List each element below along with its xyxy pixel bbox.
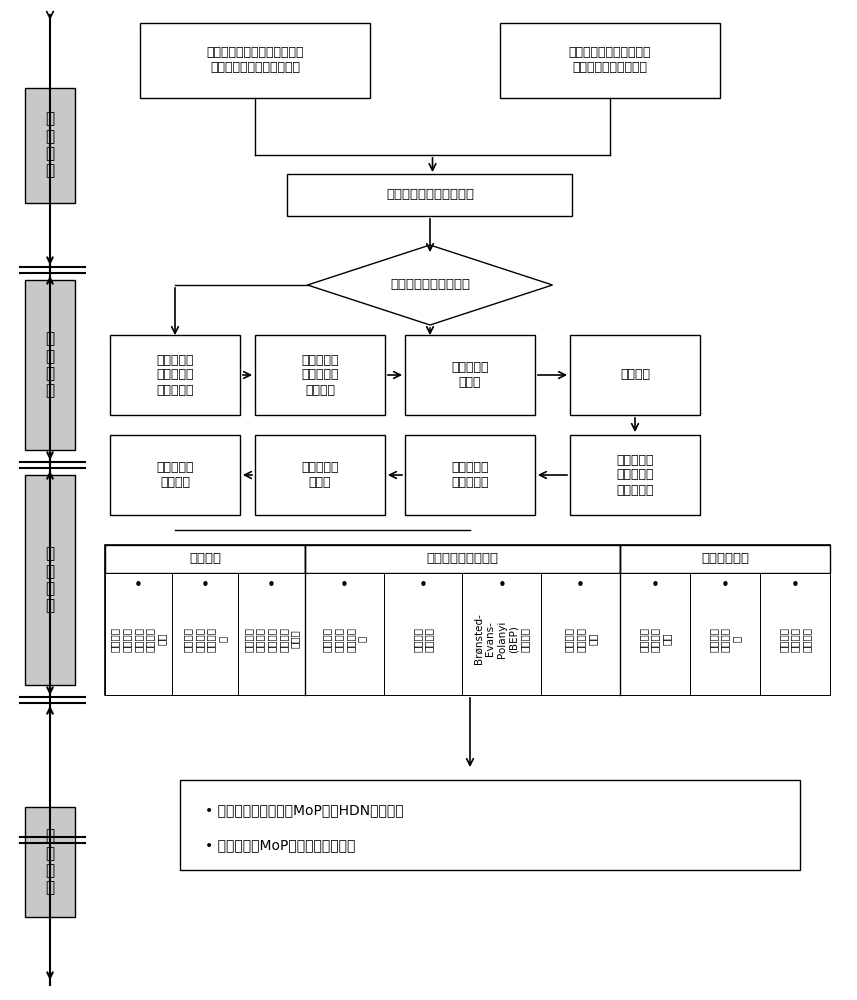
Bar (760, 573, 830, 695)
Text: 结
果
分
析: 结 果 分 析 (45, 546, 55, 614)
Bar (305, 573, 384, 695)
Text: 理论与实验数据对比分析: 理论与实验数据对比分析 (386, 188, 474, 202)
Text: 反应能垒分
解计算: 反应能垒分 解计算 (302, 461, 339, 489)
Text: 表面吸附: 表面吸附 (189, 552, 221, 566)
Text: 电子结构及
性质计算: 电子结构及 性质计算 (156, 461, 194, 489)
Text: 频率计算: 频率计算 (620, 368, 650, 381)
Bar (140, 22, 370, 98)
Bar (180, 780, 800, 870)
Bar (405, 435, 535, 515)
Text: 选取模型、方法、基组: 选取模型、方法、基组 (390, 278, 470, 292)
Text: 反应能垒
分解分析: 反应能垒 分解分析 (412, 626, 434, 652)
Text: Brønsted-
Evans-
Polanyi
(BEP)
关系分析: Brønsted- Evans- Polanyi (BEP) 关系分析 (474, 614, 530, 664)
Text: 催化剂、含氮模型分子、反应
过程及产物等实验数据收集: 催化剂、含氮模型分子、反应 过程及产物等实验数据收集 (207, 46, 303, 74)
Bar (463, 573, 542, 695)
Text: 态密度及
能带结构
分析: 态密度及 能带结构 分析 (638, 626, 672, 652)
Bar (620, 573, 690, 695)
Text: 成
果
提
炼: 成 果 提 炼 (45, 828, 55, 896)
Bar (305, 545, 620, 573)
Bar (25, 807, 75, 917)
Bar (500, 22, 720, 98)
Bar (287, 174, 572, 216)
Bar (238, 573, 305, 695)
Bar (110, 335, 240, 415)
Bar (405, 335, 535, 415)
Text: 催化剂、气
相吸附质初
始构型优化: 催化剂、气 相吸附质初 始构型优化 (156, 354, 194, 396)
Text: •: • (576, 578, 585, 592)
Text: • 揭示含氮模型分子在MoP表面HDN反应机理: • 揭示含氮模型分子在MoP表面HDN反应机理 (205, 803, 404, 817)
Text: •: • (419, 578, 428, 592)
Text: 电子结构分析: 电子结构分析 (701, 552, 749, 566)
Text: 催化剂表
面活性位
的识别分
析: 催化剂表 面活性位 的识别分 析 (183, 626, 227, 652)
Text: •: • (790, 578, 800, 592)
Bar (570, 335, 700, 415)
Bar (105, 573, 171, 695)
Text: 势能面及反
应网络构建: 势能面及反 应网络构建 (452, 461, 488, 489)
Bar (25, 475, 75, 685)
Text: 反应势能
面及网络
分析: 反应势能 面及网络 分析 (564, 626, 597, 652)
Text: •: • (650, 578, 659, 592)
Bar (620, 545, 830, 573)
Text: 速率常数
分析及速
率步骤确
定: 速率常数 分析及速 率步骤确 定 (322, 626, 367, 652)
Text: 反应物、中
间体及产物
构型计算: 反应物、中 间体及产物 构型计算 (302, 354, 339, 396)
Bar (25, 280, 75, 450)
Text: 反应动力学及热力学: 反应动力学及热力学 (427, 552, 499, 566)
Text: 基元反应及
关键步骤速
率常数计算: 基元反应及 关键步骤速 率常数计算 (616, 454, 654, 496)
Bar (25, 88, 75, 202)
Bar (255, 435, 385, 515)
Bar (255, 335, 385, 415)
Text: •: • (721, 578, 729, 592)
Text: •: • (134, 578, 143, 592)
Text: •: • (497, 578, 506, 592)
Text: •: • (340, 578, 349, 592)
Bar (171, 573, 238, 695)
Bar (105, 545, 305, 573)
Bar (570, 435, 700, 515)
Bar (542, 573, 620, 695)
Text: 计
算
模
拟: 计 算 模 拟 (45, 331, 55, 399)
Text: • 识别与筛选MoP催化剂脱氮活性位: • 识别与筛选MoP催化剂脱氮活性位 (205, 838, 356, 852)
Bar (384, 573, 463, 695)
Text: 电荷布居
及差分分
析: 电荷布居 及差分分 析 (709, 626, 741, 652)
Text: 周期性模型、吸附质及产
物分子等理论方法试算: 周期性模型、吸附质及产 物分子等理论方法试算 (569, 46, 651, 74)
Bar (110, 435, 240, 515)
Text: •: • (201, 578, 209, 592)
Text: 共吸附稳
定性及载
体与催化
剂作用方
式分析: 共吸附稳 定性及载 体与催化 剂作用方 式分析 (243, 626, 300, 652)
Text: 过渡态搜寻
及确认: 过渡态搜寻 及确认 (452, 361, 488, 389)
Text: •: • (267, 578, 276, 592)
Text: 模
型
建
立: 模 型 建 立 (45, 111, 55, 179)
Text: 析、振动
频率分析
表面吸附
构型稳定
性分: 析、振动 频率分析 表面吸附 构型稳定 性分 (111, 626, 166, 652)
Text: 静电势及
前线分子
轨道分析: 静电势及 前线分子 轨道分析 (778, 626, 812, 652)
Bar (105, 545, 830, 695)
Bar (690, 573, 760, 695)
Polygon shape (308, 245, 553, 325)
